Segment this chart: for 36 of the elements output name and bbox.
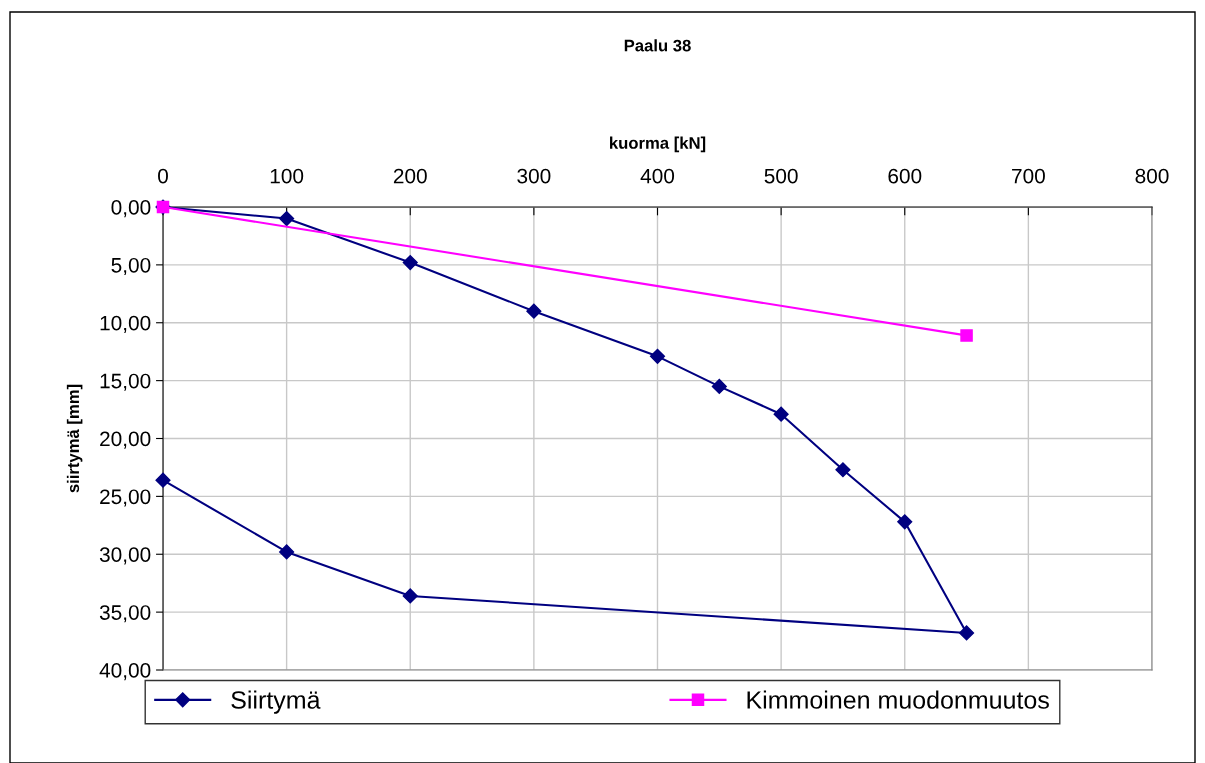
legend-label: Siirtymä <box>231 690 321 714</box>
point <box>279 211 295 227</box>
point <box>402 588 418 604</box>
x-tick-label: 300 <box>517 168 551 184</box>
y-axis-title: siirtymä [mm] <box>66 384 83 493</box>
chart-title: Paalu 38 <box>624 39 691 52</box>
x-tick-label: 400 <box>640 168 675 184</box>
y-tick-label: 40,00 <box>99 663 151 681</box>
x-tick-label: 800 <box>1135 168 1169 184</box>
x-tick-label: 500 <box>764 168 798 184</box>
y-tick-label: 10,00 <box>100 315 151 333</box>
point <box>711 378 727 394</box>
point <box>155 472 171 488</box>
point <box>279 544 295 560</box>
point <box>773 406 789 422</box>
y-tick-label: 30,00 <box>99 547 151 565</box>
y-tick-label: 35,00 <box>99 605 151 623</box>
x-tick-label: 100 <box>270 168 304 184</box>
x-tick-label: 200 <box>393 168 427 184</box>
x-axis-title: kuorma [kN] <box>610 136 706 153</box>
point <box>649 348 666 364</box>
legend-label: Kimmoinen muodonmuutos <box>747 690 1049 709</box>
x-tick-label: 0 <box>158 168 168 184</box>
point <box>835 462 851 478</box>
point <box>958 625 975 641</box>
x-tick-label: 600 <box>888 168 922 184</box>
y-tick-label: 25,00 <box>100 489 151 507</box>
y-tick-label: 0,00 <box>111 200 151 218</box>
y-tick-label: 15,00 <box>100 373 151 391</box>
y-tick-label: 5,00 <box>111 257 151 276</box>
point <box>402 254 418 271</box>
point <box>960 329 973 342</box>
x-tick-label: 700 <box>1012 168 1045 184</box>
y-tick-label: 20,00 <box>100 431 151 449</box>
point <box>526 303 542 319</box>
point <box>897 514 913 530</box>
